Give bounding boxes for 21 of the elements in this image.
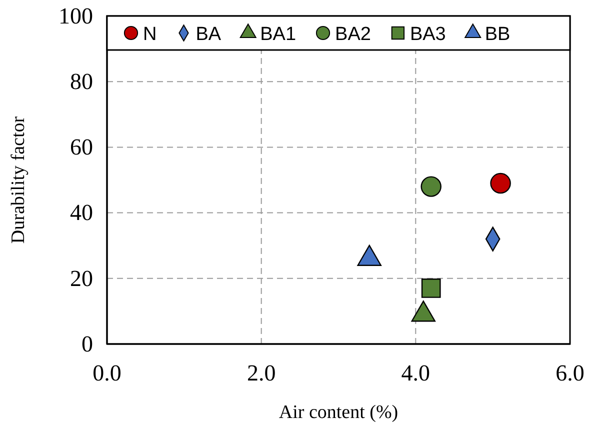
legend-label: N bbox=[143, 24, 157, 45]
y-tick-label: 40 bbox=[70, 200, 93, 226]
x-tick-label: 4.0 bbox=[401, 360, 430, 386]
point bbox=[490, 172, 511, 194]
legend-label: BB bbox=[484, 24, 510, 45]
x-tick-label: 0.0 bbox=[92, 360, 122, 386]
x-tick-label: 2.0 bbox=[246, 360, 276, 386]
y-tick-label: 80 bbox=[70, 68, 93, 94]
legend-label: BA bbox=[196, 24, 222, 45]
point bbox=[411, 300, 436, 322]
legend-label: BA3 bbox=[410, 24, 446, 45]
y-tick-label: 100 bbox=[58, 3, 93, 28]
y-tick-label: 20 bbox=[70, 266, 93, 291]
y-tick-label: 60 bbox=[70, 134, 93, 160]
point bbox=[420, 176, 442, 197]
legend-label: BA1 bbox=[260, 24, 296, 45]
legend-label: BA2 bbox=[335, 24, 371, 45]
x-tick-label: 6.0 bbox=[556, 360, 584, 386]
y-tick-label: 0 bbox=[82, 331, 93, 356]
x-axis-title: Air content (%) bbox=[278, 402, 398, 423]
y-axis-title: Durability factor bbox=[8, 116, 29, 244]
